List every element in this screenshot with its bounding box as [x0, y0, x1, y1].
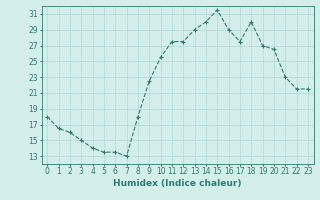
X-axis label: Humidex (Indice chaleur): Humidex (Indice chaleur): [113, 179, 242, 188]
